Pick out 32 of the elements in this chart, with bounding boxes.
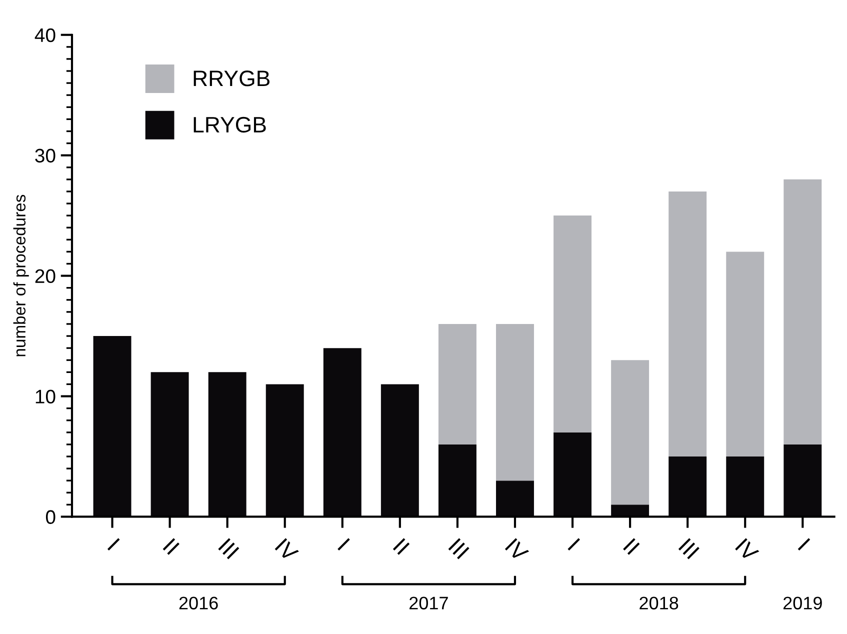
bar: [726, 252, 764, 456]
legend-label: LRYGB: [194, 116, 266, 133]
y-tick-label: 0: [46, 510, 56, 524]
text: 2019: [783, 596, 822, 610]
x-tick-label: I: [107, 538, 120, 550]
legend-label: RRYGB: [194, 70, 270, 86]
bar: [438, 324, 476, 444]
x-tick-label: II: [392, 538, 410, 555]
text: 2017: [410, 596, 448, 610]
x-tick-label: I: [798, 538, 810, 550]
y-tick-label: 30: [35, 148, 56, 163]
text: 2016: [179, 596, 218, 610]
y-tick-label: 10: [36, 390, 56, 404]
x-tick-label: III: [678, 538, 700, 560]
bar: [554, 216, 592, 432]
x-tick-label: IV: [504, 538, 530, 562]
x-tick-label: II: [623, 538, 640, 555]
bar: [611, 360, 650, 505]
x-tick-label: II: [162, 538, 180, 555]
x-tick-label: IV: [735, 538, 760, 562]
x-tick-label: I: [338, 538, 350, 550]
y-axis-title: number of procedures: [13, 194, 29, 356]
x-tick-label: III: [218, 538, 240, 560]
y-tick-label: 40: [34, 28, 56, 42]
text: 2018: [640, 596, 678, 610]
y-tick-label: 20: [35, 269, 56, 284]
bar: [496, 324, 534, 481]
x-tick-label: IV: [274, 538, 299, 562]
bar: [668, 191, 707, 456]
x-tick-label: I: [568, 538, 580, 550]
bar: [784, 179, 822, 444]
x-tick-label: III: [448, 538, 470, 560]
